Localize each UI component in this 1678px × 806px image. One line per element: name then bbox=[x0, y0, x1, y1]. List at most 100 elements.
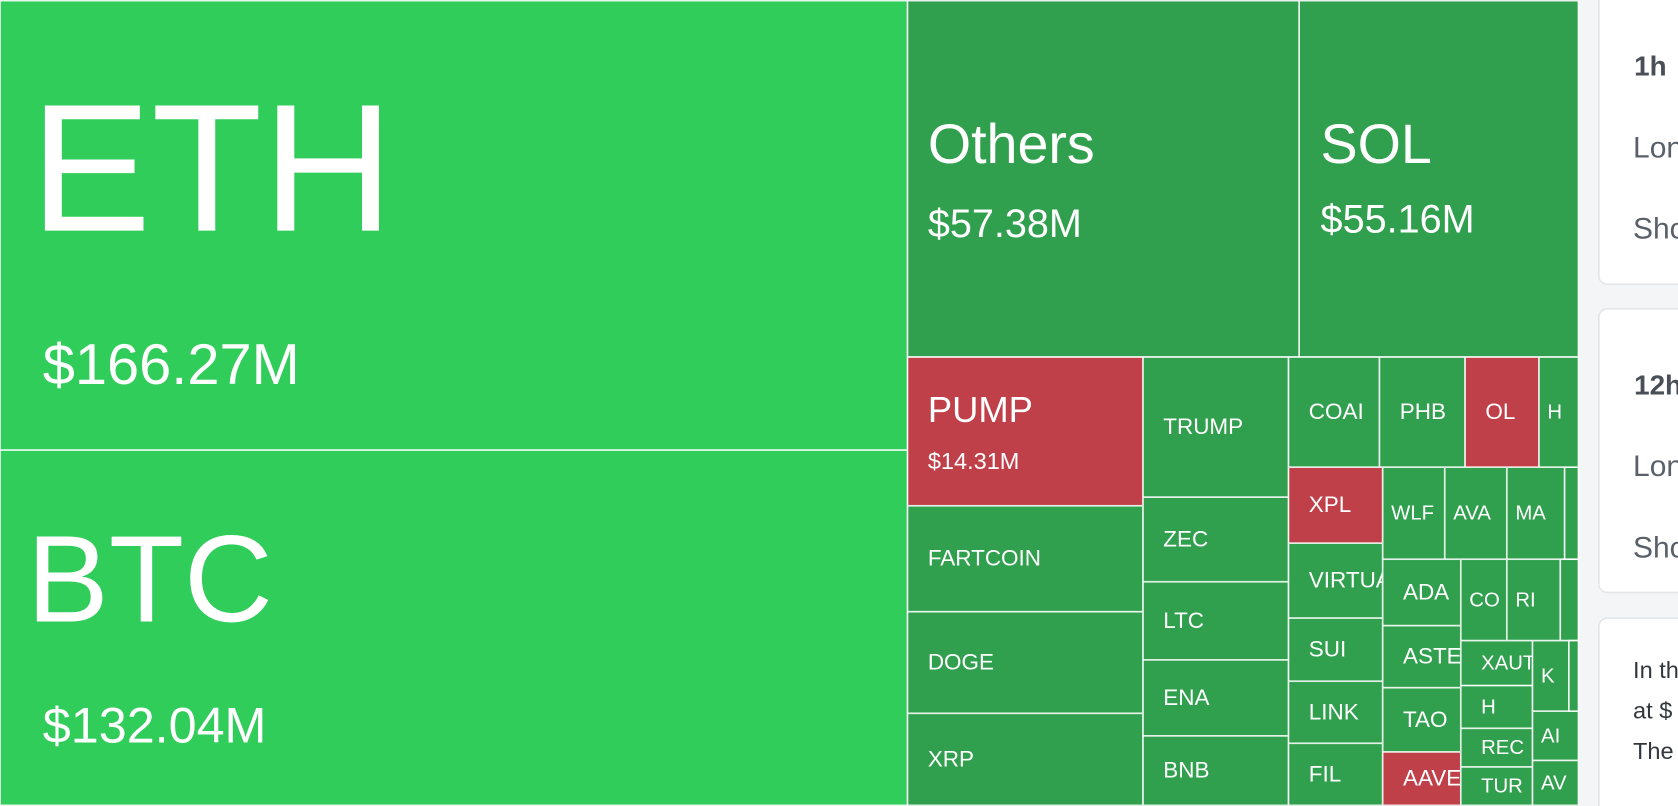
tile[interactable]: BNB bbox=[1142, 735, 1289, 806]
tile[interactable]: LTC bbox=[1142, 581, 1289, 660]
tile[interactable]: TAO bbox=[1382, 687, 1461, 752]
tile-label: TRUMP bbox=[1163, 414, 1243, 439]
tile-bg bbox=[907, 0, 1300, 357]
tile-bg bbox=[1288, 681, 1383, 744]
side-panel: 1h Lon Sho 12h Lon Sho In th at $ The bbox=[1598, 0, 1678, 806]
tile-label: RI bbox=[1515, 589, 1535, 611]
tile-label: AI bbox=[1541, 725, 1560, 747]
tile-label: Others bbox=[928, 113, 1095, 175]
card bbox=[1598, 0, 1678, 286]
tile-label: OL bbox=[1485, 399, 1515, 424]
tile-bg bbox=[1460, 559, 1507, 641]
tile-bg bbox=[1460, 640, 1533, 686]
tile[interactable]: OL bbox=[1465, 356, 1539, 468]
tile-label: ADA bbox=[1403, 579, 1449, 604]
tile-bg bbox=[1465, 356, 1539, 468]
tile[interactable]: FARTCOIN bbox=[907, 505, 1143, 612]
tile-label: PHB bbox=[1400, 399, 1446, 424]
tile[interactable]: AVA bbox=[1444, 467, 1507, 560]
tile-label: LINK bbox=[1309, 699, 1359, 724]
tile[interactable]: TRUMP bbox=[1142, 356, 1289, 498]
tile-bg bbox=[907, 713, 1143, 806]
card-line: Lon bbox=[1633, 450, 1678, 483]
tile-bg bbox=[1142, 659, 1289, 736]
tile-label: AV bbox=[1541, 772, 1567, 794]
tile-label: VIRTUA bbox=[1309, 568, 1391, 593]
tile[interactable]: Others $57.38M bbox=[907, 0, 1300, 357]
tile-label: DOGE bbox=[928, 650, 994, 675]
tile-label: K bbox=[1541, 665, 1555, 687]
tile-bg bbox=[1142, 735, 1289, 806]
tile-label: AAVE bbox=[1403, 766, 1461, 791]
card-line: Lon bbox=[1633, 131, 1678, 164]
tile[interactable]: AAVE bbox=[1382, 751, 1462, 806]
tile-bg bbox=[1538, 356, 1579, 468]
tile-label: COAI bbox=[1309, 399, 1364, 424]
tile-value: $166.27M bbox=[43, 333, 300, 397]
tile-label: CO bbox=[1469, 589, 1500, 611]
tile[interactable]: MA bbox=[1506, 467, 1565, 560]
tile-label: LTC bbox=[1163, 608, 1204, 633]
tile[interactable]: ZEC bbox=[1142, 497, 1289, 582]
tile[interactable]: AV bbox=[1532, 760, 1579, 806]
tile-label: H bbox=[1481, 696, 1496, 718]
tile-label: BTC bbox=[27, 512, 273, 649]
tile[interactable]: XAUT bbox=[1460, 640, 1536, 686]
tile-label: XRP bbox=[928, 746, 974, 771]
card-line: The bbox=[1633, 738, 1674, 764]
tile[interactable]: XRP bbox=[907, 713, 1143, 806]
tile bbox=[1563, 466, 1580, 561]
tile-value: $57.38M bbox=[928, 202, 1082, 246]
tile-bg bbox=[1506, 467, 1565, 560]
tile[interactable]: SOL $55.16M bbox=[1299, 0, 1579, 357]
tile-bg bbox=[1444, 467, 1507, 560]
tile-value: $55.16M bbox=[1321, 198, 1475, 242]
tile-label: SUI bbox=[1309, 637, 1346, 662]
tile-bg bbox=[907, 611, 1143, 714]
tile[interactable]: REC bbox=[1460, 728, 1533, 767]
tile-label: AVA bbox=[1453, 503, 1491, 525]
tile[interactable]: WLF bbox=[1382, 467, 1445, 560]
tile-label: XAUT bbox=[1481, 652, 1535, 674]
tile-bg bbox=[1460, 728, 1533, 767]
tile[interactable]: CO bbox=[1460, 559, 1507, 641]
tile-label: PUMP bbox=[928, 389, 1033, 430]
tile[interactable]: XPL bbox=[1288, 467, 1383, 544]
tile[interactable]: BTC $132.04M bbox=[0, 450, 908, 806]
tile-label: REC bbox=[1481, 737, 1524, 759]
tile-label: H bbox=[1547, 402, 1562, 424]
tile-bg bbox=[1460, 685, 1533, 729]
card-line: In th bbox=[1633, 657, 1678, 683]
tile[interactable]: H bbox=[1538, 356, 1579, 468]
tile[interactable]: ETH $166.27M bbox=[0, 0, 908, 451]
tile[interactable]: PHB bbox=[1379, 356, 1466, 468]
tile[interactable]: AI bbox=[1532, 711, 1579, 761]
tile[interactable]: ENA bbox=[1142, 659, 1289, 736]
tile[interactable]: VIRTUA bbox=[1288, 543, 1391, 619]
tile-label: FARTCOIN bbox=[928, 546, 1041, 571]
tile[interactable]: ADA bbox=[1382, 559, 1461, 626]
tile[interactable]: COAI bbox=[1288, 356, 1380, 468]
card bbox=[1598, 617, 1678, 806]
tile[interactable]: LINK bbox=[1288, 681, 1383, 744]
tile[interactable]: SUI bbox=[1288, 618, 1383, 682]
tile-label: TUR bbox=[1481, 776, 1523, 798]
card-line: at $ bbox=[1633, 697, 1672, 723]
tile-label: TAO bbox=[1403, 707, 1448, 732]
tile[interactable]: H bbox=[1460, 685, 1533, 729]
tile-bg bbox=[1299, 0, 1579, 357]
tile[interactable]: ASTE bbox=[1382, 625, 1462, 688]
tile-label: ETH bbox=[30, 66, 394, 270]
tile[interactable]: PUMP $14.31M bbox=[907, 356, 1143, 506]
tile[interactable]: TUR bbox=[1460, 766, 1533, 806]
tile-label: MA bbox=[1515, 503, 1546, 525]
tile[interactable]: RI bbox=[1506, 559, 1561, 641]
tile[interactable]: K bbox=[1532, 640, 1569, 712]
tile[interactable]: DOGE bbox=[907, 611, 1143, 714]
tile-value: $132.04M bbox=[43, 697, 267, 754]
card-line: Sho bbox=[1633, 213, 1678, 246]
tile-label: WLF bbox=[1391, 503, 1434, 525]
tile[interactable]: FIL bbox=[1288, 743, 1383, 806]
tile-bg bbox=[1382, 687, 1461, 752]
